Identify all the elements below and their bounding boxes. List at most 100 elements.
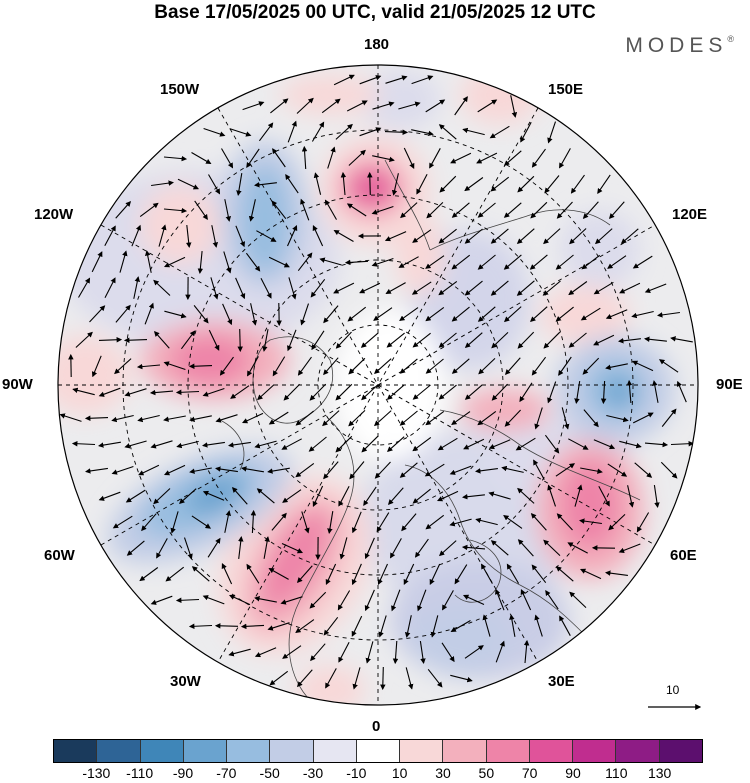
wind-arrow [372, 101, 395, 110]
wind-arrow [464, 645, 484, 659]
lon-label-120w: 120W [34, 206, 74, 223]
colorbar-segment [616, 740, 660, 762]
wind-arrow [191, 566, 210, 582]
map-boundary [57, 64, 699, 706]
wind-arrow [504, 357, 521, 376]
wind-arrow [385, 75, 408, 84]
wind-arrow [517, 487, 535, 504]
colorbar-segment [659, 740, 702, 762]
colorbar-segment [313, 740, 357, 762]
wind-arrow [367, 171, 373, 196]
wind-arrow [520, 122, 532, 143]
wind-arrow [632, 412, 654, 424]
wind-arrow [59, 413, 82, 422]
wind-arrow [281, 542, 304, 554]
wind-arrow [180, 330, 196, 350]
wind-arrow [71, 440, 96, 447]
wind-arrow [359, 127, 382, 137]
wind-arrow [351, 563, 362, 586]
wind-arrow [429, 148, 441, 169]
wind-arrow [636, 512, 650, 533]
wind-arrow [605, 570, 628, 576]
wind-arrow [568, 332, 587, 348]
wind-arrow [203, 127, 226, 137]
wind-arrow [567, 542, 588, 554]
wind-arrow [300, 198, 310, 221]
wind-arrow [258, 122, 274, 142]
wind-arrow [144, 250, 152, 273]
wind-arrow [150, 440, 173, 449]
wind-arrow [98, 491, 121, 501]
wind-arrow [359, 75, 382, 85]
wind-arrow [556, 201, 573, 219]
wind-arrow [322, 410, 340, 427]
wind-arrow [340, 171, 347, 196]
wind-arrow [542, 280, 561, 296]
wind-arrow [568, 438, 589, 450]
wind-arrow [580, 568, 602, 580]
wind-arrow [555, 463, 576, 477]
wind-arrow [516, 280, 535, 296]
wind-arrow [359, 282, 381, 294]
wind-arrow [364, 589, 375, 612]
wind-arrow [503, 202, 522, 218]
wind-arrow [240, 623, 265, 630]
wind-arrow [593, 334, 615, 346]
wind-arrow [385, 282, 406, 294]
wind-arrow [437, 437, 458, 451]
wind-arrow [462, 594, 485, 606]
wind-arrow [490, 540, 509, 556]
wind-arrow [454, 564, 468, 585]
wind-arrow [363, 486, 377, 507]
wind-arrow [271, 200, 287, 220]
wind-arrow [228, 648, 251, 657]
wind-arrow [272, 148, 286, 168]
wind-arrow [608, 201, 625, 220]
wind-arrow [569, 228, 587, 245]
wind-arrow [490, 228, 509, 244]
wind-arrow [364, 537, 375, 560]
wind-arrow [360, 332, 379, 348]
colorbar-segment [140, 740, 184, 762]
wind-arrow [351, 511, 362, 534]
wind-arrow [660, 461, 678, 479]
wind-arrow [619, 282, 641, 294]
wind-arrow [419, 641, 426, 664]
wind-arrow [411, 75, 434, 85]
wind-arrow [412, 436, 432, 452]
wind-arrow [295, 462, 315, 478]
wind-arrow [247, 356, 259, 377]
wind-arrow [361, 435, 379, 453]
wind-arrow [477, 202, 496, 218]
wind-arrow [606, 414, 629, 423]
wind-arrow [559, 148, 571, 169]
wind-arrow [530, 512, 547, 531]
lon-label-30w: 30W [170, 673, 201, 690]
wind-arrow [323, 357, 339, 376]
wind-arrow [268, 568, 289, 580]
lon-label-150w: 150W [160, 81, 200, 98]
wind-arrow [427, 668, 443, 688]
wind-arrow [384, 129, 409, 135]
wind-arrow [325, 563, 337, 585]
wind-arrow [311, 121, 325, 142]
wind-arrow [373, 358, 392, 375]
wind-arrow [437, 490, 459, 502]
wind-arrow [312, 485, 324, 507]
colorbar-segment [54, 740, 98, 762]
wind-arrow [391, 589, 401, 612]
wind-arrow [335, 383, 353, 401]
wind-arrow [515, 437, 536, 451]
wind-arrow [411, 281, 432, 295]
wind-arrow [377, 563, 389, 586]
wind-arrow [348, 410, 366, 427]
colorbar-tick-label: 70 [521, 765, 538, 781]
wind-arrow [390, 538, 402, 559]
wind-arrow [222, 303, 233, 326]
wind-arrow [451, 202, 470, 218]
wind-arrow [555, 566, 574, 582]
wind-arrow [593, 439, 616, 450]
wind-arrow [85, 467, 108, 474]
wind-arrow [250, 303, 258, 326]
